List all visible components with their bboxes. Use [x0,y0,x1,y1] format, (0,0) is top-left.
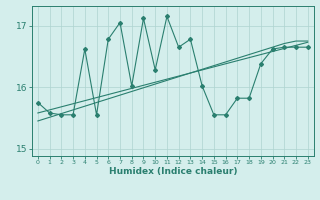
X-axis label: Humidex (Indice chaleur): Humidex (Indice chaleur) [108,167,237,176]
